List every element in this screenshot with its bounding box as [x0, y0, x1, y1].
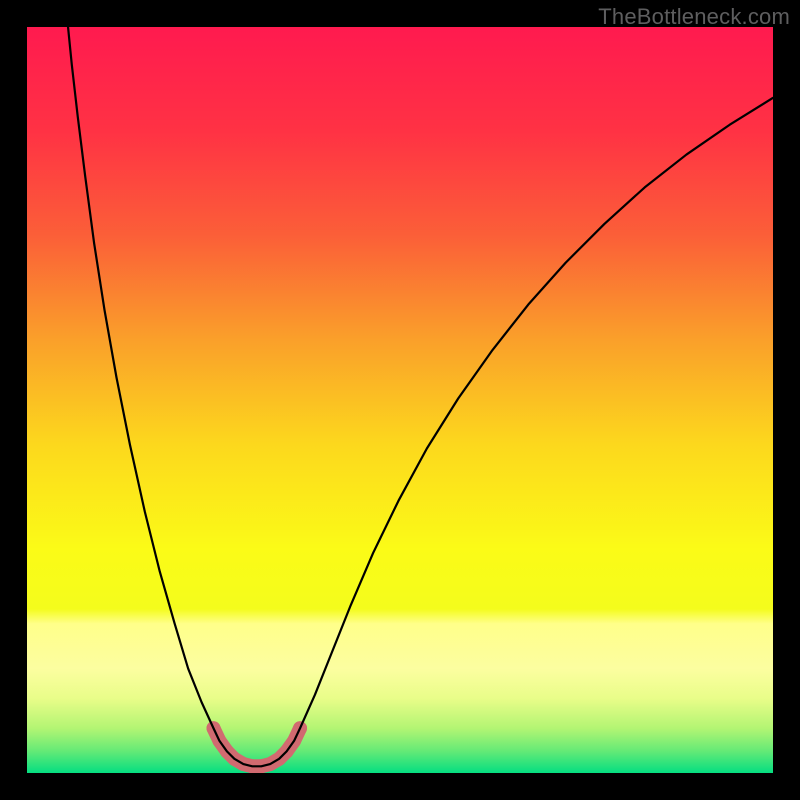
bottleneck-chart: [27, 27, 773, 773]
chart-background: [27, 27, 773, 773]
chart-container: [27, 27, 773, 773]
